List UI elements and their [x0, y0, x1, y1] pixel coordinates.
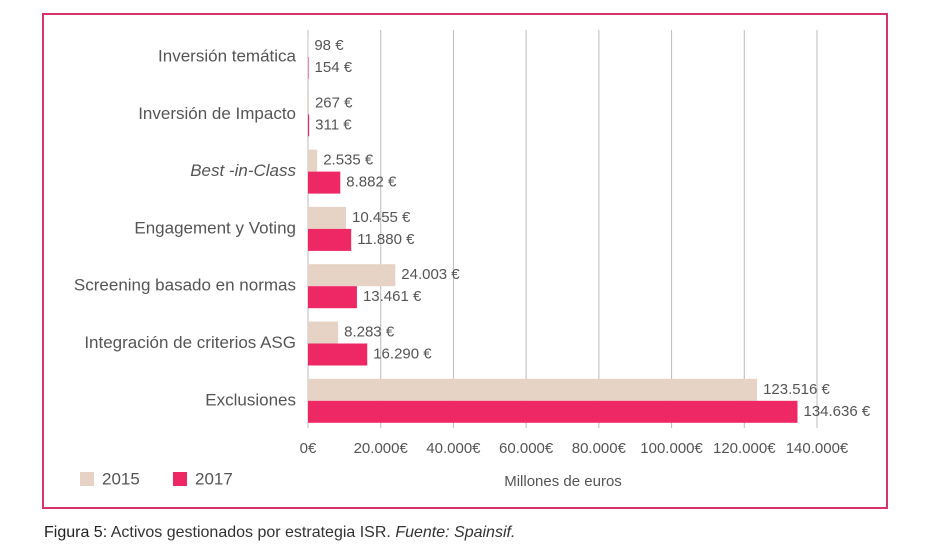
value-label: 8.882 €: [346, 174, 397, 191]
y-tick-label: Inversión temática: [158, 46, 296, 65]
legend-label: 2015: [102, 469, 140, 488]
bar: [308, 114, 309, 136]
value-label: 311 €: [315, 116, 352, 133]
y-tick-label: Screening basado en normas: [74, 276, 296, 295]
bar: [308, 92, 309, 114]
x-tick-label: 0€: [300, 440, 317, 457]
bar: [308, 322, 338, 344]
caption: Figura 5: Activos gestionados por estrat…: [44, 524, 515, 541]
caption-source: Fuente: Spainsif.: [395, 524, 515, 541]
bar: [308, 264, 395, 286]
caption-text: Activos gestionados por estrategia ISR.: [111, 524, 391, 541]
value-label: 8.283 €: [344, 323, 395, 340]
legend-swatch: [173, 472, 187, 486]
value-label: 13.461 €: [363, 288, 422, 305]
value-label: 123.516 €: [763, 381, 830, 398]
bar: [308, 150, 317, 172]
x-axis-label: Millones de euros: [504, 473, 622, 490]
bar: [308, 379, 757, 401]
value-label: 2.535 €: [323, 152, 374, 169]
y-tick-label: Best -in-Class: [190, 161, 296, 180]
chart-border: [43, 14, 887, 508]
value-label: 154 €: [315, 59, 353, 76]
value-label: 267 €: [315, 94, 353, 111]
bar: [308, 172, 340, 194]
y-tick-label: Exclusiones: [205, 390, 296, 409]
x-tick-label: 100.000€: [640, 440, 703, 457]
value-label: 24.003 €: [401, 266, 460, 283]
value-label: 98 €: [314, 37, 344, 54]
value-label: 16.290 €: [373, 345, 432, 362]
bar: [308, 344, 367, 366]
bar: [308, 57, 309, 79]
x-tick-label: 40.000€: [426, 440, 481, 457]
x-tick-label: 20.000€: [354, 440, 409, 457]
bar: [308, 401, 797, 423]
value-label: 10.455 €: [352, 209, 411, 226]
x-tick-label: 120.000€: [713, 440, 776, 457]
bar: [308, 207, 346, 229]
x-tick-label: 80.000€: [572, 440, 627, 457]
x-tick-label: 60.000€: [499, 440, 554, 457]
value-label: 134.636 €: [803, 403, 870, 420]
bar: [308, 229, 351, 251]
y-tick-label: Inversión de Impacto: [138, 104, 296, 123]
legend-swatch: [80, 472, 94, 486]
caption-label: Figura 5:: [44, 524, 107, 541]
bar: [308, 286, 357, 308]
y-tick-label: Engagement y Voting: [134, 218, 296, 237]
value-label: 11.880 €: [357, 231, 415, 248]
legend-label: 2017: [195, 469, 233, 488]
x-tick-label: 140.000€: [786, 440, 849, 457]
y-tick-label: Integración de criterios ASG: [84, 333, 296, 352]
